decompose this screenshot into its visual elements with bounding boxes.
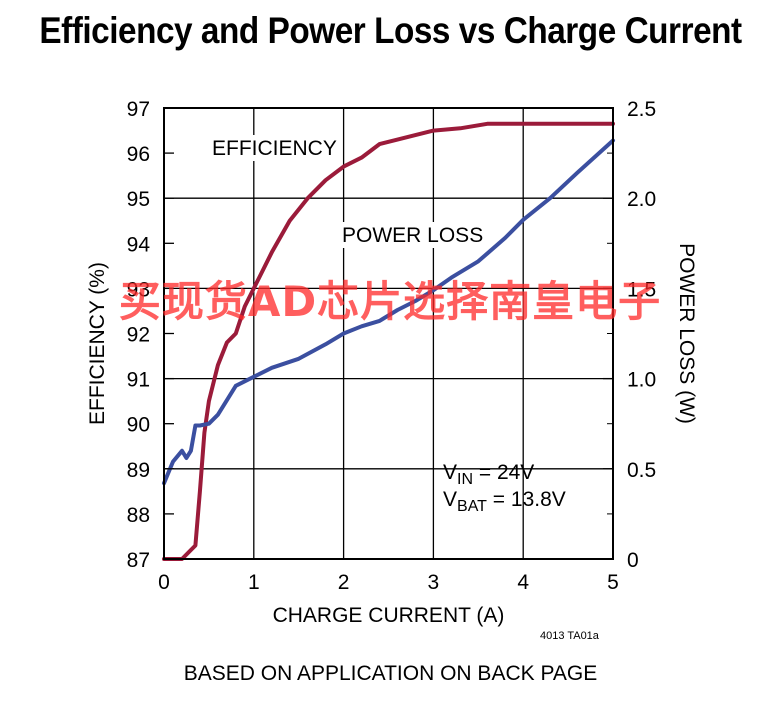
y-left-tick-label: 88	[127, 504, 150, 527]
ticks: 0 1 2 3 4 5 87 88 89 90 91 92 93 94 95 96 97 0 0.5 1.0 1.5 2.…	[127, 98, 657, 594]
annotations: EFFICIENCY POWER LOSS VIN = 24V VBAT = 1…	[204, 135, 566, 515]
y-left-tick-label: 93	[127, 278, 150, 301]
chart-title: Efficiency and Power Loss vs Charge Curr…	[39, 10, 742, 51]
y-left-tick-label: 90	[127, 414, 150, 437]
x-tick-label: 5	[607, 571, 619, 594]
y-left-tick-label: 95	[127, 188, 150, 211]
x-tick-label: 2	[338, 571, 350, 594]
vbat-condition-label: VBAT = 13.8V	[443, 488, 566, 515]
power-loss-series-label: POWER LOSS	[342, 224, 483, 247]
y-left-tick-label: 87	[127, 549, 150, 572]
y-right-tick-label: 1.0	[627, 369, 656, 392]
figure-code: 4013 TA01a	[540, 630, 599, 642]
vin-subscript: IN	[457, 471, 473, 488]
efficiency-label-bg	[204, 135, 332, 161]
y-right-tick-label: 1.5	[627, 278, 656, 301]
x-tick-label: 3	[428, 571, 440, 594]
y-right-tick-label: 0	[627, 549, 639, 572]
x-axis-label: CHARGE CURRENT (A)	[273, 604, 505, 627]
vbat-subscript: BAT	[457, 498, 487, 515]
vin-v: V	[443, 461, 457, 484]
y-left-tick-label: 91	[127, 369, 150, 392]
power-loss-label-bg	[334, 222, 480, 248]
series	[162, 121, 615, 561]
efficiency-line	[162, 121, 615, 561]
efficiency-series-label: EFFICIENCY	[212, 137, 337, 160]
vbat-v: V	[443, 488, 457, 511]
power-loss-line	[162, 138, 615, 486]
y-axis-label-right: POWER LOSS (W)	[675, 243, 698, 424]
vin-value: = 24V	[473, 461, 534, 484]
axis-labels: CHARGE CURRENT (A) EFFICIENCY (%) POWER …	[86, 243, 698, 627]
y-left-tick-label: 94	[127, 233, 151, 256]
y-left-tick-label: 92	[127, 324, 150, 347]
x-tick-label: 0	[158, 571, 170, 594]
y-left-tick-label: 97	[127, 98, 150, 121]
y-right-tick-label: 0.5	[627, 459, 656, 482]
y-left-tick-label: 96	[127, 143, 150, 166]
y-right-tick-label: 2.5	[627, 98, 656, 121]
footer-note: BASED ON APPLICATION ON BACK PAGE	[183, 662, 598, 685]
y-axis-label-left: EFFICIENCY (%)	[86, 262, 109, 425]
vbat-value: = 13.8V	[487, 488, 566, 511]
x-tick-label: 4	[517, 571, 529, 594]
x-tick-label: 1	[248, 571, 260, 594]
watermark-text: 买现货AD芯片选择南皇电子	[118, 277, 662, 326]
y-right-tick-label: 2.0	[627, 188, 656, 211]
vin-condition-label: VIN = 24V	[443, 461, 534, 488]
y-left-tick-label: 89	[127, 459, 150, 482]
